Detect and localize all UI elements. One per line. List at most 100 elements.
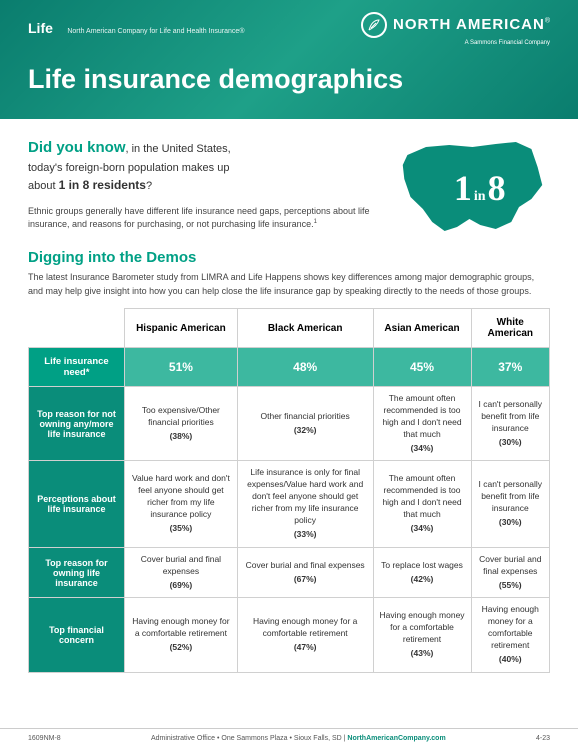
footer-center-pre: Administrative Office • One Sammons Plaz… [151, 735, 347, 742]
demographics-table: Hispanic American Black American Asian A… [28, 308, 550, 673]
logo-text-wrap: NORTH AMERICAN® [393, 16, 550, 34]
leaf-icon [361, 12, 387, 38]
cell-pct: (43%) [378, 648, 467, 660]
data-cell: Value hard work and don't feel anyone sh… [125, 461, 238, 547]
cell-text: Cover burial and final expenses [479, 554, 541, 576]
table-row: Top financial concern Having enough money… [29, 598, 550, 672]
cell-pct: (55%) [476, 580, 545, 592]
cell-text: Having enough money for a comfortable re… [379, 610, 464, 644]
data-cell: Cover burial and final expenses (55%) [471, 547, 549, 598]
cell-text: Too expensive/Other financial priorities [142, 405, 220, 427]
header: Life North American Company for Life and… [0, 0, 578, 119]
data-cell: Having enough money for a comfortable re… [471, 598, 549, 672]
header-left: Life North American Company for Life and… [28, 20, 244, 38]
data-cell: 48% [237, 348, 373, 387]
data-cell: I can't personally benefit from life ins… [471, 461, 549, 547]
intro-paragraph-text: Ethnic groups generally have different l… [28, 206, 370, 230]
table-row: Perceptions about life insuranceValue ha… [29, 461, 550, 547]
table-row: Life insurance need*51%48%45%37% [29, 348, 550, 387]
data-cell: 37% [471, 348, 549, 387]
logo-row: NORTH AMERICAN® [361, 12, 550, 38]
map-text: 1 in 8 [454, 167, 506, 209]
us-map-graphic: 1 in 8 [395, 137, 550, 237]
did-you-know-heading: Did you know [28, 139, 126, 156]
data-cell: 45% [373, 348, 471, 387]
cell-text: I can't personally benefit from life ins… [479, 399, 543, 433]
did-you-know-block: Did you know, in the United States, toda… [28, 137, 381, 195]
cell-text: I can't personally benefit from life ins… [479, 479, 543, 513]
dyk-line3-pre: about [28, 180, 59, 192]
map-in-text: in [474, 189, 486, 205]
one-in-eight-text: 1 in 8 residents [59, 178, 146, 192]
cell-pct: (47%) [242, 642, 369, 654]
data-cell: Having enough money for a comfortable re… [373, 598, 471, 672]
section-paragraph: The latest Insurance Barometer study fro… [28, 271, 550, 298]
data-cell: The amount often recommended is too high… [373, 461, 471, 547]
cell-pct: (42%) [378, 574, 467, 586]
cell-text: Life insurance is only for final expense… [247, 467, 363, 525]
footer-link[interactable]: NorthAmericanCompany.com [347, 735, 445, 742]
col-header: Asian American [373, 309, 471, 348]
logo-text: NORTH AMERICAN [393, 16, 545, 33]
cell-text: The amount often recommended is too high… [382, 393, 461, 439]
intro-row: Did you know, in the United States, toda… [28, 137, 550, 237]
logo-reg: ® [545, 18, 550, 25]
data-cell: Other financial priorities (32%) [237, 387, 373, 461]
dyk-line2: today's foreign-born population makes up [28, 162, 229, 174]
cell-text: Other financial priorities [261, 411, 350, 421]
cell-pct: (33%) [242, 529, 369, 541]
cell-text: The amount often recommended is too high… [382, 473, 461, 519]
cell-pct: (40%) [476, 654, 545, 666]
data-cell: I can't personally benefit from life ins… [471, 387, 549, 461]
cell-pct: (69%) [129, 580, 233, 592]
header-top: Life North American Company for Life and… [28, 12, 550, 46]
cell-text: Value hard work and don't feel anyone sh… [132, 473, 230, 519]
row-header: Top financial concern [29, 598, 125, 672]
cell-pct: (35%) [129, 523, 233, 535]
cell-text: Having enough money for a comfortable re… [132, 616, 229, 638]
data-cell: The amount often recommended is too high… [373, 387, 471, 461]
dyk-line1: , in the United States, [126, 143, 231, 155]
section-title: Digging into the Demos [28, 249, 550, 266]
table-row: Top reason for owning life insurance Cove… [29, 547, 550, 598]
cell-pct: (30%) [476, 517, 545, 529]
life-tag: Life [28, 20, 53, 36]
cell-text: Having enough money for a comfortable re… [253, 616, 357, 638]
tagline: North American Company for Life and Heal… [67, 28, 244, 35]
row-header: Perceptions about life insurance [29, 461, 125, 547]
data-cell: Having enough money for a comfortable re… [125, 598, 238, 672]
content: Did you know, in the United States, toda… [0, 119, 578, 683]
cell-pct: (30%) [476, 437, 545, 449]
map-num-8: 8 [488, 167, 506, 209]
row-header: Top reason for owning life insurance [29, 547, 125, 598]
col-header: Hispanic American [125, 309, 238, 348]
footer-right: 4-23 [536, 735, 550, 742]
cell-pct: (34%) [378, 523, 467, 535]
cell-pct: (38%) [129, 431, 233, 443]
cell-pct: (32%) [242, 425, 369, 437]
dyk-line3-post: ? [146, 180, 152, 192]
data-cell: Cover burial and final expenses(67%) [237, 547, 373, 598]
cell-pct: (67%) [242, 574, 369, 586]
footer-left: 1609NM-8 [28, 735, 61, 742]
row-header: Top reason for not owning any/more life … [29, 387, 125, 461]
table-row: Top reason for not owning any/more life … [29, 387, 550, 461]
footnote-mark: 1 [314, 219, 317, 225]
col-header: White American [471, 309, 549, 348]
intro-text: Did you know, in the United States, toda… [28, 137, 381, 237]
data-cell: 51% [125, 348, 238, 387]
cell-pct: (52%) [129, 642, 233, 654]
cell-text: To replace lost wages [381, 560, 463, 570]
cell-text: Cover burial and final expenses [141, 554, 221, 576]
footer-center: Administrative Office • One Sammons Plaz… [151, 735, 446, 742]
main-title: Life insurance demographics [28, 64, 550, 95]
intro-paragraph: Ethnic groups generally have different l… [28, 205, 381, 232]
map-num-1: 1 [454, 167, 472, 209]
data-cell: Life insurance is only for final expense… [237, 461, 373, 547]
cell-pct: (34%) [378, 443, 467, 455]
row-header: Life insurance need* [29, 348, 125, 387]
logo-subline: A Sammons Financial Company [361, 40, 550, 46]
cell-text: Having enough money for a comfortable re… [482, 604, 539, 650]
data-cell: Having enough money for a comfortable re… [237, 598, 373, 672]
corner-cell [29, 309, 125, 348]
